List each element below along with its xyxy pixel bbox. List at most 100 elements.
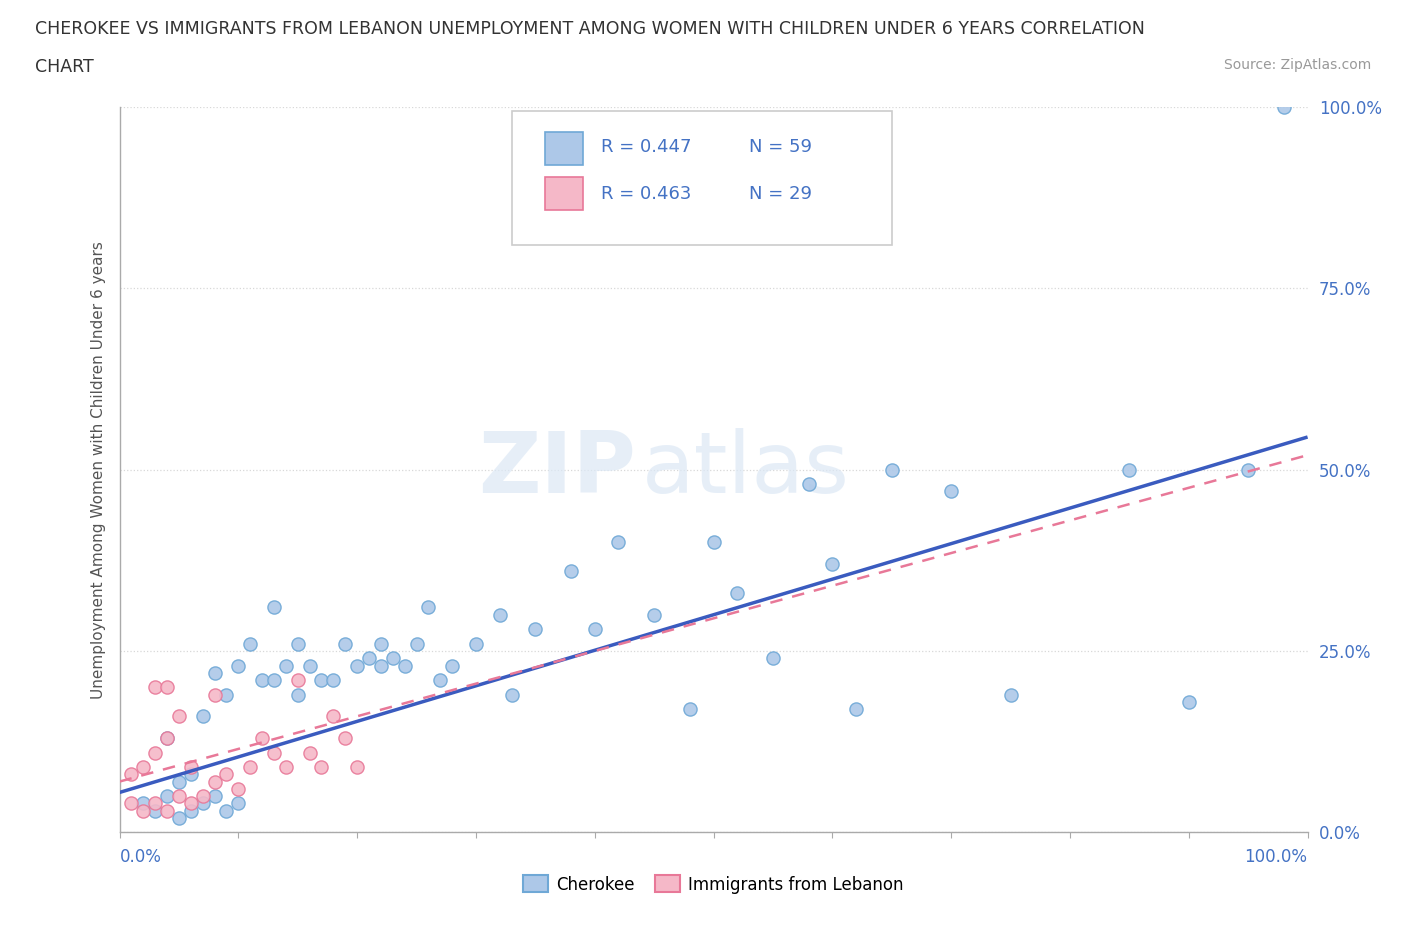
Point	[250, 731, 273, 746]
Point	[167, 810, 190, 825]
Point	[311, 760, 333, 775]
Point	[501, 687, 523, 702]
Text: atlas: atlas	[643, 428, 851, 512]
Point	[120, 767, 142, 782]
Point	[429, 672, 451, 687]
Point	[702, 535, 725, 550]
Point	[215, 804, 238, 818]
Point	[322, 709, 344, 724]
Point	[156, 804, 179, 818]
Point	[335, 731, 357, 746]
Point	[725, 586, 748, 601]
Point	[298, 658, 321, 673]
Point	[132, 804, 155, 818]
Point	[132, 760, 155, 775]
Point	[204, 774, 226, 789]
Point	[156, 731, 179, 746]
Point	[132, 796, 155, 811]
Point	[180, 796, 202, 811]
Point	[204, 687, 226, 702]
Text: ZIP: ZIP	[478, 428, 637, 512]
Point	[335, 636, 357, 651]
Point	[167, 789, 190, 804]
Point	[797, 477, 820, 492]
Point	[370, 636, 392, 651]
Point	[191, 709, 214, 724]
Point	[464, 636, 488, 651]
Point	[1178, 695, 1201, 710]
Text: CHEROKEE VS IMMIGRANTS FROM LEBANON UNEMPLOYMENT AMONG WOMEN WITH CHILDREN UNDER: CHEROKEE VS IMMIGRANTS FROM LEBANON UNEM…	[35, 20, 1144, 38]
Point	[607, 535, 630, 550]
Point	[939, 484, 962, 498]
Point	[120, 796, 142, 811]
Point	[239, 760, 262, 775]
Point	[1272, 100, 1295, 114]
Point	[298, 745, 321, 760]
Text: Source: ZipAtlas.com: Source: ZipAtlas.com	[1223, 58, 1371, 72]
Point	[346, 658, 368, 673]
Point	[274, 658, 297, 673]
Point	[524, 622, 547, 637]
Point	[287, 672, 309, 687]
Point	[880, 462, 903, 477]
Point	[405, 636, 427, 651]
Point	[679, 701, 702, 716]
Point	[381, 651, 404, 666]
FancyBboxPatch shape	[512, 111, 891, 245]
Point	[263, 600, 285, 615]
Point	[204, 789, 226, 804]
Point	[156, 680, 179, 695]
Point	[418, 600, 440, 615]
Point	[560, 564, 582, 578]
Point	[180, 767, 202, 782]
Point	[167, 709, 190, 724]
Point	[346, 760, 368, 775]
Point	[1237, 462, 1260, 477]
Point	[180, 804, 202, 818]
Point	[322, 672, 344, 687]
Point	[845, 701, 868, 716]
Legend: Cherokee, Immigrants from Lebanon: Cherokee, Immigrants from Lebanon	[516, 869, 911, 900]
Point	[156, 789, 179, 804]
Point	[643, 607, 665, 622]
Point	[228, 658, 250, 673]
Point	[143, 680, 166, 695]
Y-axis label: Unemployment Among Women with Children Under 6 years: Unemployment Among Women with Children U…	[90, 241, 105, 698]
Point	[1000, 687, 1022, 702]
Point	[821, 556, 844, 571]
Point	[167, 774, 190, 789]
Point	[180, 760, 202, 775]
Point	[156, 731, 179, 746]
Point	[287, 687, 309, 702]
Point	[287, 636, 309, 651]
Text: 100.0%: 100.0%	[1244, 848, 1308, 866]
Point	[228, 781, 250, 796]
Point	[311, 672, 333, 687]
Point	[357, 651, 380, 666]
Text: CHART: CHART	[35, 58, 94, 75]
Text: 0.0%: 0.0%	[120, 848, 162, 866]
Text: N = 59: N = 59	[749, 138, 813, 156]
Point	[274, 760, 297, 775]
Point	[394, 658, 416, 673]
Text: R = 0.447: R = 0.447	[600, 138, 692, 156]
Text: N = 29: N = 29	[749, 185, 813, 203]
Text: R = 0.463: R = 0.463	[600, 185, 692, 203]
Point	[1118, 462, 1140, 477]
FancyBboxPatch shape	[546, 132, 583, 165]
Point	[263, 672, 285, 687]
FancyBboxPatch shape	[546, 178, 583, 210]
Point	[250, 672, 273, 687]
Point	[762, 651, 785, 666]
Point	[370, 658, 392, 673]
Point	[191, 796, 214, 811]
Point	[204, 665, 226, 680]
Point	[143, 796, 166, 811]
Point	[488, 607, 510, 622]
Point	[583, 622, 606, 637]
Point	[191, 789, 214, 804]
Point	[143, 745, 166, 760]
Point	[239, 636, 262, 651]
Point	[215, 687, 238, 702]
Point	[228, 796, 250, 811]
